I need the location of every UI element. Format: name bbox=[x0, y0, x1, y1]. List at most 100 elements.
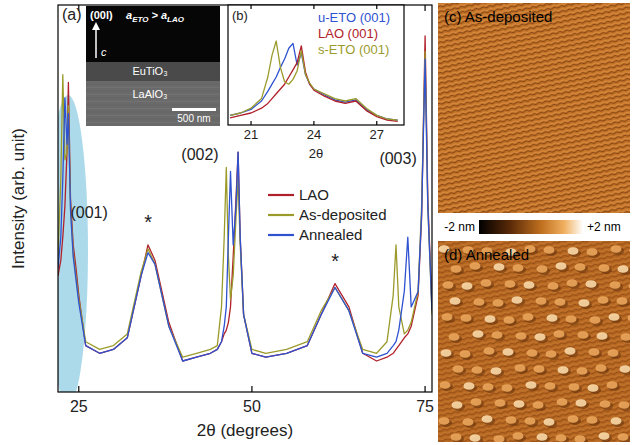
afm-grain bbox=[474, 298, 485, 306]
x-tick bbox=[376, 121, 377, 125]
afm-grain bbox=[599, 432, 610, 440]
legend-label: As-deposited bbox=[299, 206, 387, 223]
afm-grain bbox=[506, 416, 517, 424]
afm-grain bbox=[513, 264, 524, 272]
afm-grain bbox=[473, 330, 484, 338]
afm-grain bbox=[598, 296, 609, 304]
afm-grain bbox=[619, 401, 630, 409]
afm-grain bbox=[526, 381, 537, 389]
sem-image: (00l)caETO > aLAOEuTiO₃LaAlO₃500 nm bbox=[86, 6, 220, 126]
series-line bbox=[230, 46, 398, 122]
afm-grain bbox=[492, 331, 503, 339]
x-tick bbox=[424, 5, 425, 11]
sem-label: c bbox=[101, 46, 107, 58]
afm-grain bbox=[534, 365, 545, 373]
colorbar-label: -2 nm bbox=[444, 220, 475, 234]
afm-grain bbox=[607, 381, 618, 389]
colorbar-label: +2 nm bbox=[587, 220, 621, 234]
afm-image bbox=[438, 3, 630, 213]
afm-shade bbox=[438, 241, 630, 442]
afm-image bbox=[438, 241, 630, 442]
afm-grain bbox=[524, 281, 535, 289]
afm-grain bbox=[577, 367, 588, 375]
afm-grain bbox=[442, 313, 453, 321]
x-tick-label: 21 bbox=[244, 127, 258, 142]
afm-grain bbox=[464, 382, 475, 390]
sem-texture bbox=[86, 105, 220, 106]
x-axis-title: 2θ (degrees) bbox=[197, 421, 293, 440]
afm-grain bbox=[547, 314, 558, 322]
afm-grain bbox=[535, 333, 546, 341]
legend-swatch bbox=[268, 234, 294, 236]
afm-grain bbox=[545, 382, 556, 390]
x-tick bbox=[376, 5, 377, 9]
afm-grain bbox=[588, 384, 599, 392]
afm-grain bbox=[554, 330, 565, 338]
sem-lattice-part: ETO bbox=[132, 15, 149, 24]
plot-area bbox=[230, 41, 398, 121]
afm-grain bbox=[485, 315, 496, 323]
afm-surface bbox=[438, 3, 630, 213]
annotation: (003) bbox=[379, 150, 416, 167]
afm-grain bbox=[618, 265, 629, 273]
sem-texture bbox=[86, 84, 220, 85]
legend-swatch bbox=[268, 214, 294, 216]
afm-grain bbox=[503, 348, 514, 356]
panel-label: (a) bbox=[62, 6, 82, 23]
afm-grain bbox=[557, 398, 568, 406]
sem-film bbox=[86, 62, 220, 81]
afm-grain bbox=[470, 434, 481, 442]
afm-grain bbox=[575, 435, 586, 442]
afm-grain bbox=[576, 399, 587, 407]
series-line bbox=[230, 41, 398, 120]
afm-grain bbox=[537, 265, 548, 273]
afm-grain bbox=[630, 246, 631, 254]
afm-grain bbox=[450, 297, 461, 305]
afm-grain bbox=[513, 432, 524, 440]
afm-grain bbox=[502, 384, 513, 392]
afm-grain bbox=[567, 279, 578, 287]
afm-grain bbox=[512, 296, 523, 304]
sem-lattice: aETO > aLAO bbox=[126, 9, 185, 24]
x-tick bbox=[78, 386, 79, 392]
x-tick-label: 27 bbox=[370, 127, 384, 142]
legend-label: u-ETO (001) bbox=[318, 10, 390, 25]
afm-grain bbox=[578, 331, 589, 339]
afm-grain bbox=[451, 265, 462, 273]
sem-arrowhead bbox=[92, 22, 100, 30]
afm-grain bbox=[608, 349, 619, 357]
plot-frame bbox=[228, 5, 404, 125]
afm-grain bbox=[515, 364, 526, 372]
sem-label: 500 nm bbox=[177, 113, 210, 124]
afm-grain bbox=[630, 418, 631, 426]
afm-grain bbox=[462, 282, 473, 290]
afm-grain bbox=[460, 350, 471, 358]
afm-grain bbox=[621, 333, 631, 341]
afm-grain bbox=[575, 263, 586, 271]
panel-label: (c) As-deposited bbox=[444, 8, 552, 25]
sem-lattice-part: > bbox=[148, 9, 161, 21]
afm-grain bbox=[536, 297, 547, 305]
sem-texture bbox=[86, 101, 220, 102]
afm-grain bbox=[470, 262, 481, 270]
afm-grain bbox=[556, 262, 567, 270]
afm-grain bbox=[546, 350, 557, 358]
sem-substrate bbox=[86, 6, 220, 126]
afm-grain bbox=[558, 366, 569, 374]
sem-arrow bbox=[95, 26, 97, 58]
legend-swatch bbox=[268, 194, 294, 196]
afm-grain bbox=[590, 316, 601, 324]
afm-grain bbox=[597, 332, 608, 340]
x-tick bbox=[313, 5, 314, 9]
afm-grain bbox=[482, 415, 493, 423]
afm-grain bbox=[527, 349, 538, 357]
afm-grain bbox=[481, 279, 492, 287]
sem-lattice-part: LAO bbox=[167, 15, 185, 24]
afm-grain bbox=[579, 299, 590, 307]
colorbar bbox=[479, 220, 583, 234]
afm-grain bbox=[587, 416, 598, 424]
afm-grain bbox=[495, 399, 506, 407]
annotation: * bbox=[331, 250, 339, 272]
legend-label: LAO bbox=[299, 186, 329, 203]
figure: 2550752θ (degrees)Intensity (arb. unit)(… bbox=[0, 0, 634, 445]
